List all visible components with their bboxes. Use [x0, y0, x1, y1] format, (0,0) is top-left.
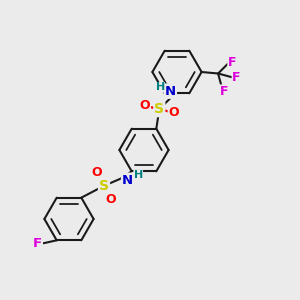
Text: O: O [92, 166, 102, 179]
Text: H: H [134, 170, 143, 180]
Text: O: O [169, 106, 179, 119]
Text: F: F [232, 71, 241, 84]
Text: F: F [33, 237, 42, 250]
Text: F: F [228, 56, 236, 69]
Text: S: S [99, 179, 109, 193]
Text: S: S [154, 102, 164, 116]
Text: H: H [156, 82, 165, 92]
Text: N: N [165, 85, 176, 98]
Text: O: O [140, 99, 150, 112]
Text: N: N [165, 85, 176, 98]
Text: O: O [106, 193, 116, 206]
Text: F: F [220, 85, 229, 98]
Text: N: N [122, 174, 133, 187]
